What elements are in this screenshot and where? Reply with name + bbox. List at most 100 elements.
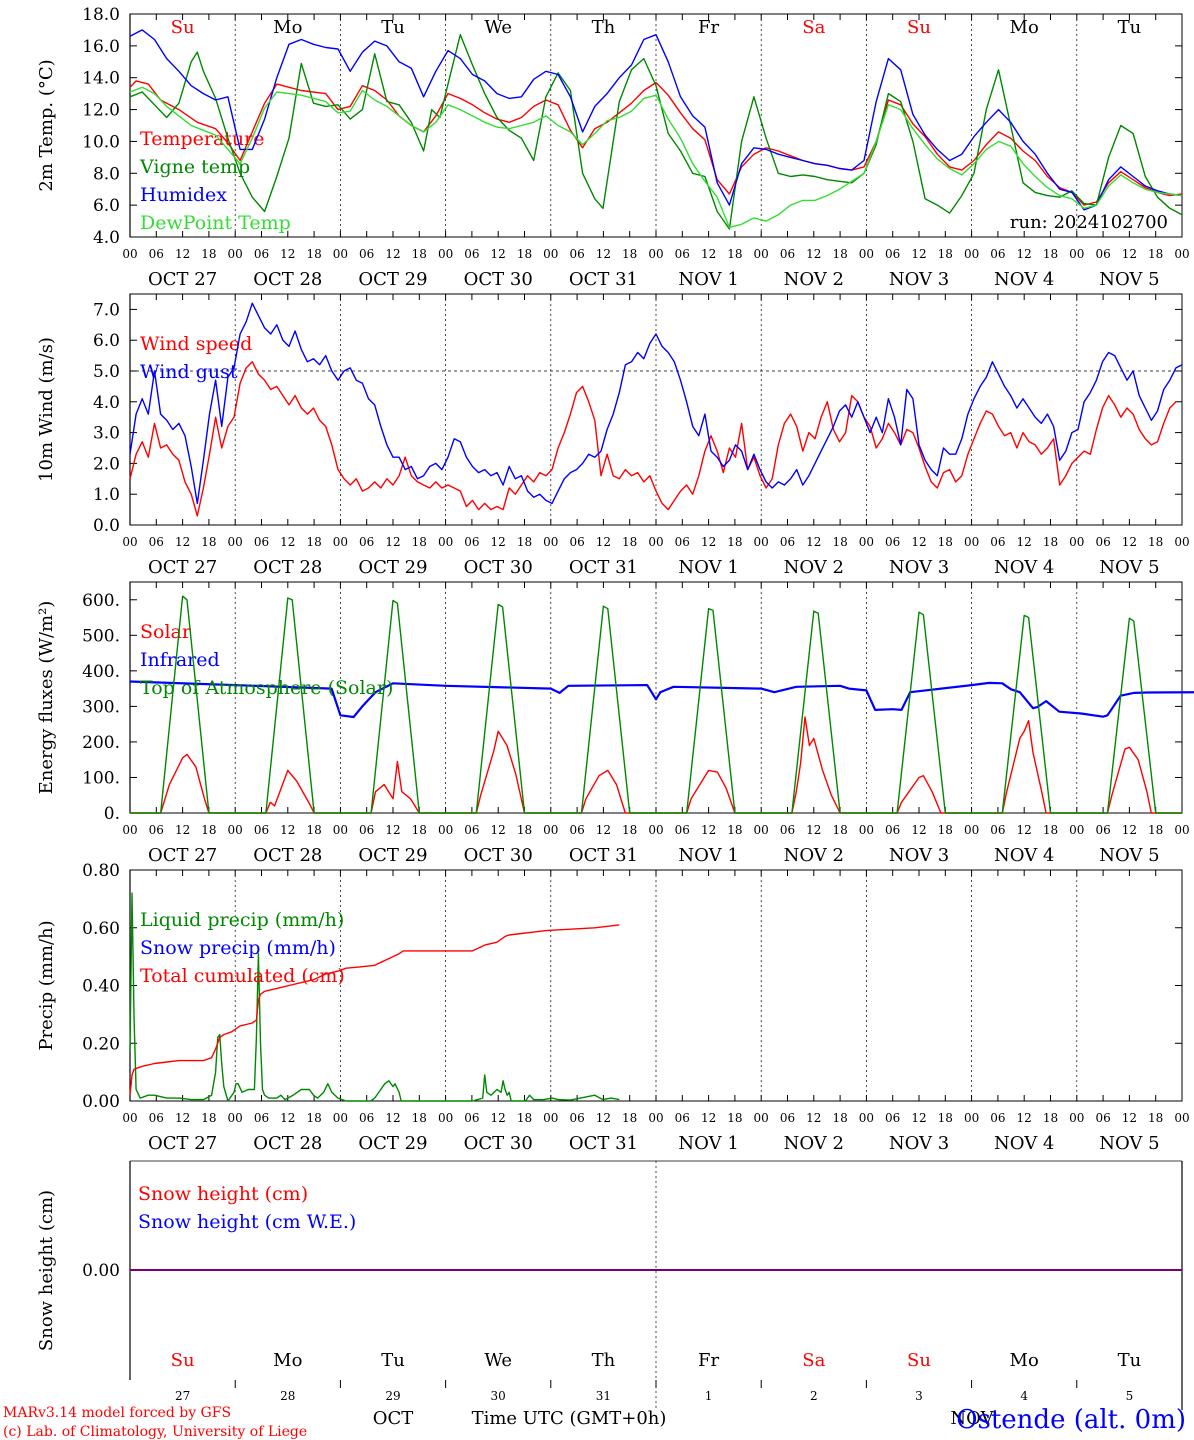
legend-entry: Solar — [140, 621, 192, 643]
x-hour-label: 18 — [412, 823, 427, 837]
x-hour-label: 06 — [569, 1111, 584, 1125]
x-date-label: NOV 2 — [784, 1133, 844, 1154]
x-hour-label: 18 — [306, 247, 321, 261]
x-hour-label: 06 — [359, 823, 374, 837]
x-hour-label: 06 — [254, 535, 269, 549]
x-date-label: OCT 29 — [358, 269, 427, 290]
day-label-bottom: Sa — [802, 1350, 825, 1371]
x-hour-label: 12 — [1017, 1111, 1032, 1125]
x-hour-label: 06 — [569, 247, 584, 261]
x-hour-label: 06 — [464, 1111, 479, 1125]
x-hour-label: 12 — [385, 247, 400, 261]
series-line-infrared — [129, 680, 1194, 719]
y-tick-label: 0. — [104, 804, 120, 824]
panel-3: 00 06 12 18 OCT 27 00 06 12 18 OCT 28 00 06 12 18 OCT … — [36, 581, 1194, 866]
x-hour-label: 00 — [333, 1111, 348, 1125]
x-hour-label: 12 — [1017, 823, 1032, 837]
x-date-label: OCT 28 — [253, 557, 322, 578]
y-tick-label: 200. — [82, 733, 120, 753]
x-hour-label: 00 — [1174, 1111, 1189, 1125]
x-hour-label: 12 — [280, 247, 295, 261]
x-hour-label: 18 — [306, 535, 321, 549]
x-hour-label: 12 — [1017, 247, 1032, 261]
x-hour-label: 06 — [1095, 247, 1110, 261]
x-hour-label: 18 — [412, 1111, 427, 1125]
y-tick-label: 4.0 — [93, 228, 120, 248]
series-line-wind-speed — [129, 361, 1177, 517]
x-hour-label: 00 — [333, 535, 348, 549]
x-hour-label: 18 — [832, 247, 847, 261]
x-hour-label: 06 — [464, 535, 479, 549]
x-hour-label: 06 — [254, 247, 269, 261]
x-hour-label: 00 — [859, 247, 874, 261]
y-tick-label: 3.0 — [93, 424, 120, 444]
x-date-label: NOV 3 — [889, 269, 949, 290]
x-hour-label: 18 — [832, 535, 847, 549]
x-hour-label: 00 — [1069, 823, 1084, 837]
x-date-label: OCT 29 — [358, 557, 427, 578]
x-hour-label: 12 — [1122, 535, 1137, 549]
x-date-label: NOV 2 — [784, 269, 844, 290]
x-hour-label: 12 — [806, 535, 821, 549]
series-line-temperature — [129, 80, 1183, 206]
y-tick-label: 10.0 — [82, 132, 120, 152]
y-tick-label: 500. — [82, 626, 120, 646]
x-date-label: NOV 3 — [889, 1133, 949, 1154]
footer-month-right: NOV — [950, 1408, 994, 1429]
y-tick-label: 16.0 — [82, 37, 120, 57]
x-hour-label: 06 — [885, 1111, 900, 1125]
x-hour-label: 12 — [385, 1111, 400, 1125]
x-date-label: NOV 1 — [678, 845, 738, 866]
x-hour-label: 18 — [727, 535, 742, 549]
x-date-label: OCT 27 — [148, 845, 217, 866]
y-tick-label: 400. — [82, 662, 120, 682]
x-hour-label: 12 — [491, 535, 506, 549]
legend-entry: Temperature — [140, 128, 264, 150]
x-hour-label: 12 — [1122, 247, 1137, 261]
day-number-label: 28 — [280, 1389, 295, 1403]
x-hour-label: 18 — [832, 1111, 847, 1125]
x-hour-label: 06 — [990, 535, 1005, 549]
x-hour-label: 18 — [201, 247, 216, 261]
x-hour-label: 18 — [938, 1111, 953, 1125]
x-hour-label: 18 — [1148, 535, 1163, 549]
x-hour-label: 12 — [491, 1111, 506, 1125]
x-hour-label: 00 — [754, 823, 769, 837]
y-axis-title: 10m Wind (m/s) — [36, 337, 57, 482]
x-hour-label: 12 — [1122, 823, 1137, 837]
x-hour-label: 00 — [122, 823, 137, 837]
footer-layer: MARv3.14 model forced by GFS (c) Lab. of… — [3, 1405, 1186, 1440]
x-hour-label: 12 — [911, 247, 926, 261]
day-number-label: 30 — [491, 1389, 506, 1403]
legend-entry: Liquid precip (mm/h) — [140, 909, 344, 931]
x-hour-label: 00 — [543, 247, 558, 261]
day-label-top: Tu — [1118, 17, 1142, 38]
legend-entry: Wind speed — [140, 333, 252, 355]
x-date-label: NOV 5 — [1099, 269, 1159, 290]
x-hour-label: 00 — [438, 1111, 453, 1125]
x-hour-label: 00 — [648, 823, 663, 837]
x-hour-label: 00 — [648, 247, 663, 261]
x-hour-label: 00 — [859, 823, 874, 837]
x-hour-label: 06 — [780, 823, 795, 837]
x-hour-label: 06 — [885, 247, 900, 261]
x-hour-label: 18 — [1043, 1111, 1058, 1125]
x-hour-label: 06 — [780, 535, 795, 549]
x-hour-label: 06 — [990, 247, 1005, 261]
series-line-total-cumulated-cm- — [129, 924, 620, 1096]
x-hour-label: 06 — [1095, 535, 1110, 549]
x-date-label: OCT 29 — [358, 1133, 427, 1154]
x-hour-label: 00 — [648, 1111, 663, 1125]
x-hour-label: 00 — [859, 1111, 874, 1125]
x-hour-label: 00 — [1069, 535, 1084, 549]
x-hour-label: 12 — [596, 247, 611, 261]
y-tick-label: 0.00 — [82, 1261, 120, 1281]
x-hour-label: 12 — [806, 1111, 821, 1125]
x-hour-label: 06 — [1095, 823, 1110, 837]
x-hour-label: 06 — [254, 1111, 269, 1125]
y-tick-label: 8.0 — [93, 164, 120, 184]
x-date-label: OCT 28 — [253, 1133, 322, 1154]
legend-entry: Total cumulated (cm) — [140, 965, 345, 987]
y-tick-label: 600. — [82, 591, 120, 611]
x-hour-label: 00 — [122, 535, 137, 549]
